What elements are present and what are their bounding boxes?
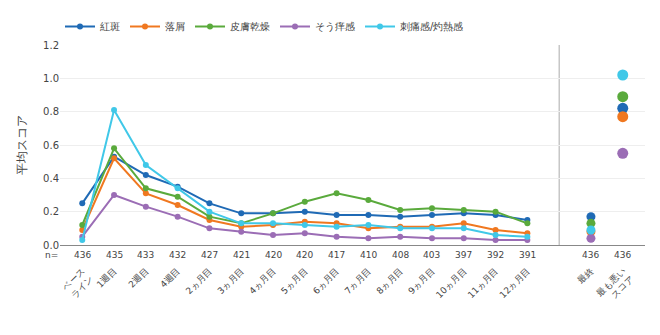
svg-text:421: 421 <box>233 250 250 260</box>
svg-text:n=: n= <box>45 250 58 260</box>
svg-text:刺痛感/灼熱感: 刺痛感/灼熱感 <box>400 21 463 32</box>
svg-text:408: 408 <box>392 250 409 260</box>
svg-text:436: 436 <box>74 250 91 260</box>
svg-text:417: 417 <box>328 250 345 260</box>
svg-text:ベースライン: ベースライン <box>61 266 95 300</box>
svg-text:12ヵ月目: 12ヵ月目 <box>498 266 532 300</box>
svg-text:9ヵ月目: 9ヵ月目 <box>406 266 436 296</box>
svg-text:420: 420 <box>296 250 313 260</box>
svg-text:392: 392 <box>487 250 504 260</box>
svg-text:5ヵ月目: 5ヵ月目 <box>279 266 309 296</box>
svg-text:420: 420 <box>265 250 282 260</box>
svg-text:最終: 最終 <box>576 266 596 286</box>
svg-text:0.6: 0.6 <box>43 140 59 151</box>
svg-text:平均スコア: 平均スコア <box>15 115 29 175</box>
svg-text:0.4: 0.4 <box>43 173 59 184</box>
svg-text:11ヵ月目: 11ヵ月目 <box>466 266 500 300</box>
svg-text:2週目: 2週目 <box>127 266 151 290</box>
svg-text:436: 436 <box>582 250 599 260</box>
svg-text:最も悪いスコア: 最も悪いスコア <box>595 266 636 307</box>
svg-text:2ヵ月目: 2ヵ月目 <box>184 266 214 296</box>
svg-text:435: 435 <box>106 250 123 260</box>
svg-text:436: 436 <box>614 250 631 260</box>
svg-text:397: 397 <box>455 250 472 260</box>
svg-text:403: 403 <box>423 250 440 260</box>
svg-text:427: 427 <box>201 250 218 260</box>
svg-text:1.2: 1.2 <box>43 40 59 51</box>
svg-text:8ヵ月目: 8ヵ月目 <box>375 266 405 296</box>
svg-text:0.0: 0.0 <box>43 240 59 251</box>
svg-text:0.8: 0.8 <box>43 106 59 117</box>
svg-text:391: 391 <box>519 250 536 260</box>
svg-text:落屑: 落屑 <box>165 21 185 32</box>
svg-text:7ヵ月目: 7ヵ月目 <box>343 266 373 296</box>
svg-text:6ヵ月目: 6ヵ月目 <box>311 266 341 296</box>
svg-text:4週目: 4週目 <box>158 266 182 290</box>
svg-text:410: 410 <box>360 250 377 260</box>
svg-text:4ヵ月目: 4ヵ月目 <box>247 266 277 296</box>
svg-text:433: 433 <box>137 250 154 260</box>
svg-text:432: 432 <box>169 250 186 260</box>
svg-text:紅斑: 紅斑 <box>100 21 120 32</box>
svg-text:1週目: 1週目 <box>95 266 119 290</box>
svg-text:10ヵ月目: 10ヵ月目 <box>434 266 468 300</box>
svg-text:皮膚乾燥: 皮膚乾燥 <box>230 21 270 32</box>
svg-text:1.0: 1.0 <box>43 73 59 84</box>
svg-text:0.2: 0.2 <box>43 206 59 217</box>
svg-text:3ヵ月目: 3ヵ月目 <box>216 266 246 296</box>
svg-text:そう痒感: そう痒感 <box>315 21 355 32</box>
